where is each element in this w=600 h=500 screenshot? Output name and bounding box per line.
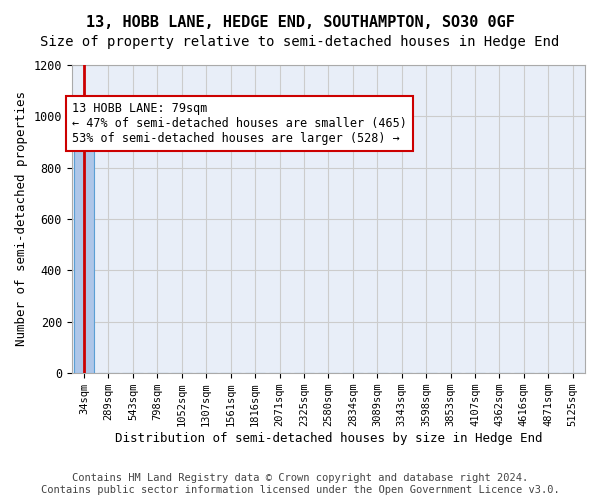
Text: 13 HOBB LANE: 79sqm
← 47% of semi-detached houses are smaller (465)
53% of semi-: 13 HOBB LANE: 79sqm ← 47% of semi-detach… xyxy=(72,102,407,145)
X-axis label: Distribution of semi-detached houses by size in Hedge End: Distribution of semi-detached houses by … xyxy=(115,432,542,445)
Y-axis label: Number of semi-detached properties: Number of semi-detached properties xyxy=(15,92,28,346)
Bar xyxy=(74,118,94,373)
Text: Size of property relative to semi-detached houses in Hedge End: Size of property relative to semi-detach… xyxy=(40,35,560,49)
Text: 13, HOBB LANE, HEDGE END, SOUTHAMPTON, SO30 0GF: 13, HOBB LANE, HEDGE END, SOUTHAMPTON, S… xyxy=(86,15,514,30)
Text: Contains HM Land Registry data © Crown copyright and database right 2024.
Contai: Contains HM Land Registry data © Crown c… xyxy=(41,474,559,495)
